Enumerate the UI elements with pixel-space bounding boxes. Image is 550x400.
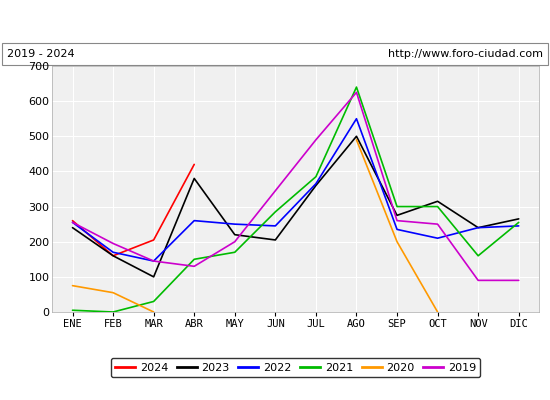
Text: http://www.foro-ciudad.com: http://www.foro-ciudad.com: [388, 49, 543, 59]
Text: Evolucion Nº Turistas Nacionales en el municipio de Valle de Lierp: Evolucion Nº Turistas Nacionales en el m…: [56, 14, 494, 28]
Text: 2019 - 2024: 2019 - 2024: [7, 49, 74, 59]
Legend: 2024, 2023, 2022, 2021, 2020, 2019: 2024, 2023, 2022, 2021, 2020, 2019: [111, 358, 481, 377]
